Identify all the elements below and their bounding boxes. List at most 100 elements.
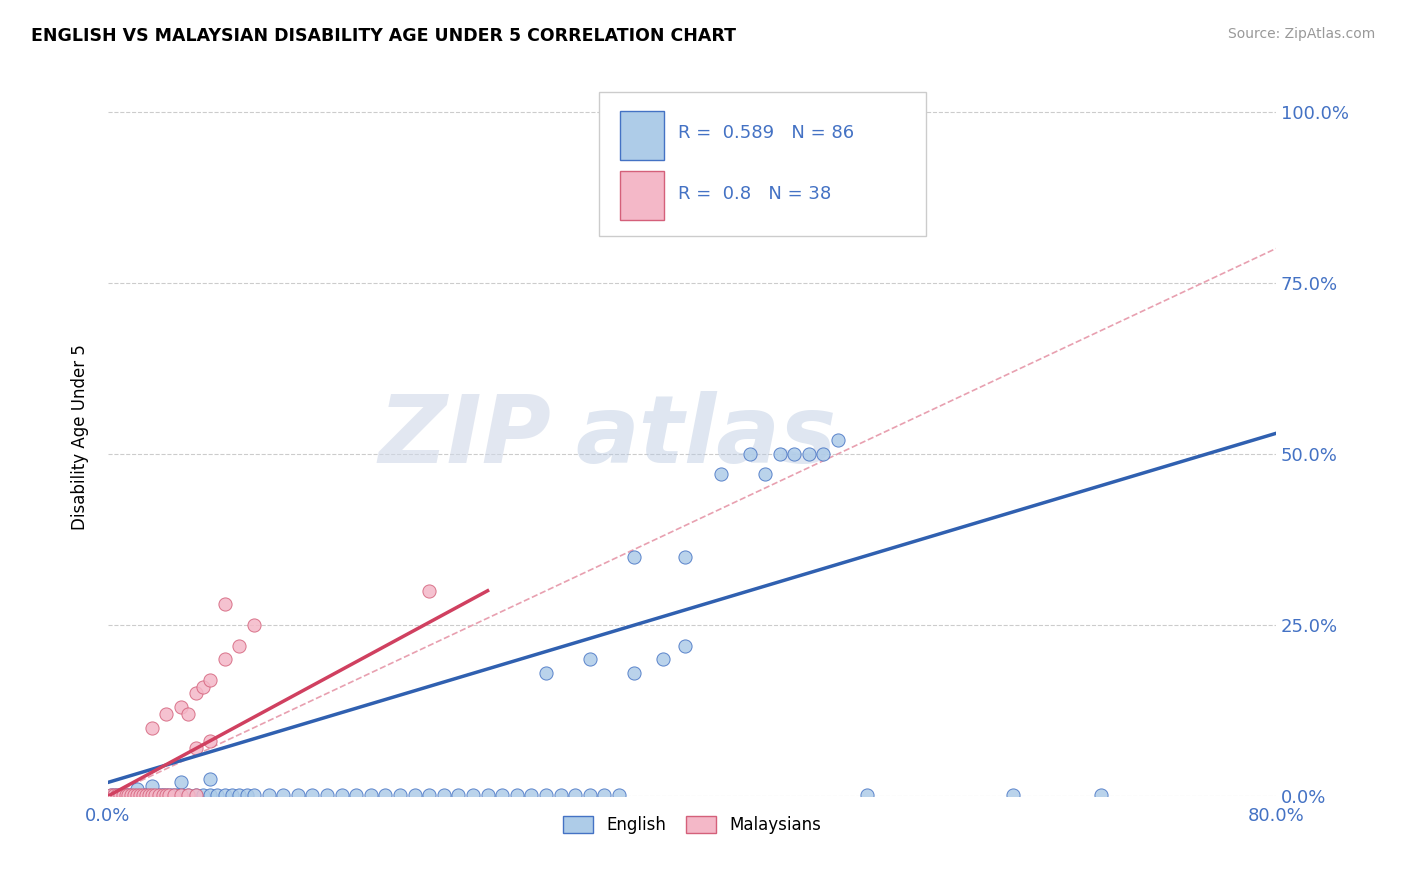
Point [418,583,440,598]
Point [271,788,294,802]
Point [132,788,155,802]
Point [177,706,200,721]
Point [287,788,309,802]
Point [117,788,139,802]
Point [100,788,122,802]
Point [506,788,529,802]
Point [152,788,174,802]
Point [257,788,280,802]
Point [157,788,180,802]
Point [138,788,160,802]
Point [163,788,186,802]
Point [564,788,586,802]
Point [214,788,236,802]
Point [623,665,645,680]
Point [105,788,128,802]
Point [214,652,236,666]
Point [228,788,250,802]
Point [1090,788,1112,802]
Point [184,686,207,700]
Point [198,734,221,748]
Point [534,788,557,802]
Point [155,706,177,721]
Point [100,788,122,802]
Point [550,788,572,802]
Point [316,788,339,802]
Point [673,549,696,564]
Point [243,788,266,802]
Text: Source: ZipAtlas.com: Source: ZipAtlas.com [1227,27,1375,41]
FancyBboxPatch shape [599,92,925,235]
Point [461,788,484,802]
Point [578,788,600,802]
Text: atlas: atlas [575,391,837,483]
Point [149,788,172,802]
Point [167,788,190,802]
Point [797,447,820,461]
Point [170,788,193,802]
Point [135,788,157,802]
Point [360,788,382,802]
Point [152,788,174,802]
FancyBboxPatch shape [620,112,664,160]
Text: ENGLISH VS MALAYSIAN DISABILITY AGE UNDER 5 CORRELATION CHART: ENGLISH VS MALAYSIAN DISABILITY AGE UNDE… [31,27,735,45]
Point [768,447,790,461]
Point [114,788,136,802]
Point [184,788,207,802]
Point [404,788,426,802]
Point [111,788,134,802]
Point [221,788,243,802]
Point [160,788,183,802]
Point [433,788,456,802]
Point [127,782,149,797]
Point [138,788,160,802]
Point [593,788,616,802]
Point [330,788,353,802]
Point [740,447,762,461]
Point [170,788,193,802]
Point [108,788,131,802]
Point [388,788,411,802]
Point [165,788,187,802]
Point [170,700,193,714]
Point [135,788,157,802]
Point [520,788,543,802]
Text: R =  0.589   N = 86: R = 0.589 N = 86 [678,124,853,142]
Point [143,788,166,802]
Point [243,618,266,632]
Point [103,788,125,802]
Point [651,652,673,666]
Point [673,639,696,653]
Point [129,788,152,802]
Point [177,788,200,802]
Point [141,788,163,802]
Point [607,788,630,802]
Point [132,788,155,802]
Point [228,639,250,653]
Point [184,741,207,756]
Point [235,788,257,802]
Point [578,652,600,666]
Y-axis label: Disability Age Under 5: Disability Age Under 5 [72,343,89,530]
Point [214,598,236,612]
Point [141,788,163,802]
Point [184,788,207,802]
Text: ZIP: ZIP [380,391,551,483]
Point [141,721,163,735]
Point [157,788,180,802]
Point [191,680,214,694]
Point [813,447,835,461]
Point [301,788,323,802]
Point [177,788,200,802]
Point [108,788,131,802]
Point [122,788,145,802]
Point [827,433,849,447]
FancyBboxPatch shape [620,171,664,219]
Point [117,788,139,802]
Point [148,788,170,802]
Point [191,788,214,802]
Point [143,788,166,802]
Point [114,788,136,802]
Point [907,104,929,119]
Point [127,788,149,802]
